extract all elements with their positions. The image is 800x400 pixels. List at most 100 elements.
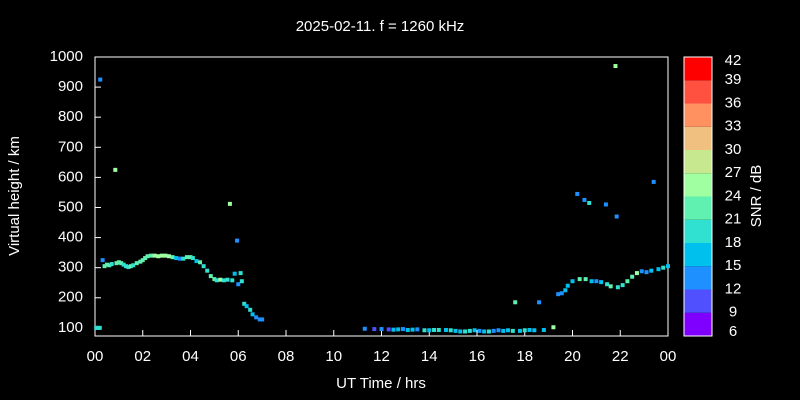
y-axis-label: Virtual height / km xyxy=(6,136,23,256)
data-point xyxy=(551,325,556,330)
data-point xyxy=(666,264,670,269)
data-point xyxy=(174,256,179,261)
data-point xyxy=(177,256,182,261)
colorbar-bin xyxy=(684,266,712,290)
x-tick-label: 16 xyxy=(469,348,486,365)
data-point xyxy=(194,259,199,264)
data-point xyxy=(205,268,210,273)
data-point xyxy=(613,64,618,69)
data-point xyxy=(126,265,131,270)
data-point xyxy=(565,283,570,288)
data-point xyxy=(190,256,195,261)
data-point xyxy=(458,329,463,334)
data-point xyxy=(235,238,240,243)
data-point xyxy=(594,279,599,284)
data-point xyxy=(212,277,217,282)
data-point xyxy=(634,271,639,276)
data-point xyxy=(639,269,644,274)
data-point xyxy=(221,278,226,283)
data-point xyxy=(208,274,213,279)
colorbar-bin xyxy=(684,126,712,150)
data-point xyxy=(510,328,515,333)
data-point xyxy=(116,260,121,265)
data-point xyxy=(614,214,619,219)
x-tick-label: 10 xyxy=(325,348,342,365)
data-point xyxy=(163,253,168,258)
colorbar-tick-label: 24 xyxy=(725,187,742,204)
data-point xyxy=(491,328,496,333)
colorbar-tick-label: 39 xyxy=(725,71,742,88)
data-point xyxy=(537,300,542,305)
colorbar-tick-label: 36 xyxy=(725,94,742,111)
data-point xyxy=(152,253,157,258)
data-point xyxy=(100,258,105,263)
data-point xyxy=(559,291,564,296)
data-point xyxy=(391,327,396,332)
y-tick-label: 500 xyxy=(58,198,83,215)
colorbar-bin xyxy=(684,103,712,127)
data-point xyxy=(156,254,161,259)
data-point xyxy=(107,263,112,268)
data-point xyxy=(188,255,193,260)
data-point xyxy=(236,282,241,287)
data-point xyxy=(649,268,654,273)
data-point xyxy=(589,279,594,284)
data-point xyxy=(605,282,610,287)
colorbar-bin xyxy=(684,196,712,220)
y-tick-label: 900 xyxy=(58,78,83,95)
data-point xyxy=(250,312,255,317)
x-tick-label: 00 xyxy=(660,348,677,365)
x-tick-label: 18 xyxy=(516,348,533,365)
data-point xyxy=(98,77,103,82)
data-point xyxy=(159,253,164,258)
data-point xyxy=(583,277,588,282)
data-point xyxy=(486,329,491,334)
data-point xyxy=(109,262,114,267)
data-point xyxy=(541,327,546,332)
y-tick-label: 300 xyxy=(58,259,83,276)
data-point xyxy=(556,292,561,297)
data-point xyxy=(386,327,391,332)
colorbar-tick-label: 33 xyxy=(725,118,742,135)
data-point xyxy=(608,284,613,289)
data-point xyxy=(119,261,124,266)
data-point xyxy=(582,197,587,202)
x-tick-label: 14 xyxy=(421,348,438,365)
data-point xyxy=(128,264,133,269)
data-point xyxy=(432,327,437,332)
chart-title: 2025-02-11. f = 1260 kHz xyxy=(296,18,465,35)
colorbar-tick-label: 42 xyxy=(725,52,742,69)
data-point xyxy=(97,325,102,330)
y-tick-label: 100 xyxy=(58,319,83,336)
data-point xyxy=(184,255,189,260)
data-point xyxy=(248,307,253,312)
x-tick-label: 22 xyxy=(612,348,629,365)
data-point xyxy=(625,279,630,284)
data-point xyxy=(114,261,119,266)
colorbar-tick-label: 27 xyxy=(725,164,742,181)
data-point xyxy=(522,328,527,333)
data-point xyxy=(615,285,620,290)
data-point xyxy=(603,202,608,207)
x-tick-label: 06 xyxy=(230,348,247,365)
data-point xyxy=(501,328,506,333)
y-tick-label: 1000 xyxy=(50,48,83,65)
data-point xyxy=(121,262,126,267)
data-point xyxy=(472,328,477,333)
data-point xyxy=(506,328,511,333)
data-point xyxy=(198,260,203,265)
colorbar-bin xyxy=(684,57,712,81)
colorbar-tick-label: 21 xyxy=(725,211,742,228)
colorbar-tick-label: 15 xyxy=(725,257,742,274)
data-point xyxy=(239,279,244,284)
data-point xyxy=(448,328,453,333)
data-point xyxy=(230,278,235,283)
y-tick-label: 200 xyxy=(58,289,83,306)
colorbar-bin xyxy=(684,312,712,336)
data-point xyxy=(400,327,405,332)
data-point xyxy=(517,328,522,333)
y-tick-label: 400 xyxy=(58,229,83,246)
data-point xyxy=(577,277,582,282)
